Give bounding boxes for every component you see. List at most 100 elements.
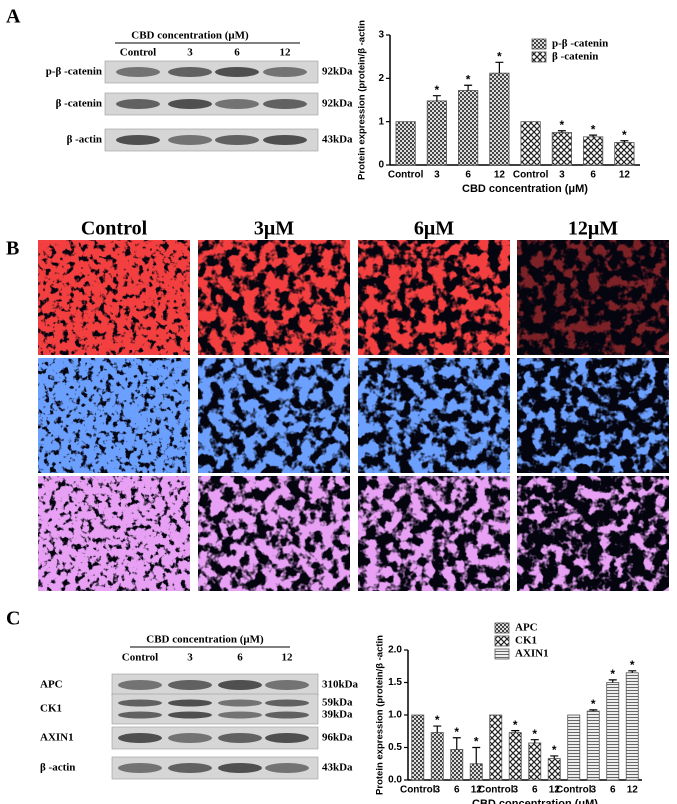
legend-swatch — [531, 51, 547, 63]
bar — [430, 732, 444, 781]
micrograph — [198, 240, 350, 355]
x-tick-label: 3 — [590, 785, 596, 796]
legend-label: p-β -catenin — [552, 38, 608, 50]
significance-mark: * — [532, 727, 537, 741]
x-tick-label: 3 — [559, 170, 565, 181]
row-label: β -catenin — [56, 98, 102, 110]
band — [168, 699, 212, 707]
legend-label: β -catenin — [552, 51, 598, 63]
bar — [426, 100, 447, 166]
band — [218, 699, 262, 707]
blot-strip — [111, 726, 319, 750]
significance-mark: * — [591, 122, 596, 136]
bar — [395, 121, 416, 166]
size-label: 92kDa — [322, 66, 353, 78]
y-tick-label: 1 — [378, 116, 384, 127]
band — [168, 711, 212, 719]
panel-label: A — [6, 6, 21, 28]
band — [116, 99, 160, 109]
significance-mark: * — [591, 697, 596, 711]
bar — [469, 763, 483, 781]
legend-swatch — [494, 648, 510, 660]
micrograph — [358, 358, 510, 473]
bar — [625, 672, 639, 781]
band — [218, 733, 262, 743]
column-header: 6μM — [414, 218, 454, 240]
micrograph — [198, 476, 350, 591]
error-bar — [608, 679, 617, 683]
band — [118, 711, 162, 719]
x-tick-label: 6 — [465, 170, 471, 181]
panel-label: C — [6, 608, 20, 630]
band — [218, 680, 262, 690]
bar — [489, 714, 503, 781]
band — [215, 67, 259, 77]
y-tick-label: 1.0 — [388, 710, 402, 721]
significance-mark: * — [622, 128, 627, 142]
lane-label: Control — [122, 652, 158, 664]
band — [218, 763, 262, 773]
significance-mark: * — [435, 83, 440, 97]
error-bar — [620, 140, 629, 143]
band — [168, 135, 212, 145]
band — [263, 135, 307, 145]
legend-swatch — [531, 38, 547, 50]
y-tick-label: 2.0 — [388, 645, 402, 656]
micrograph — [517, 240, 669, 355]
error-bar — [589, 134, 598, 137]
significance-mark: * — [630, 658, 635, 672]
significance-mark: * — [552, 743, 557, 757]
band — [265, 699, 309, 707]
significance-mark: * — [435, 713, 440, 727]
band — [265, 763, 309, 773]
x-tick-label: 3 — [434, 170, 440, 181]
band — [263, 67, 307, 77]
micrograph — [198, 358, 350, 473]
band — [265, 711, 309, 719]
legend-label: CK1 — [515, 635, 537, 647]
bar — [450, 749, 464, 781]
bar — [520, 121, 541, 166]
lane-label: 12 — [280, 47, 292, 59]
x-tick-label: 6 — [590, 170, 596, 181]
row-label: β -actin — [67, 134, 102, 146]
x-tick-label: Control — [400, 785, 436, 796]
y-tick-label: 3 — [378, 30, 384, 41]
bar — [583, 136, 604, 166]
lane-label: 6 — [237, 652, 243, 664]
x-tick-label: 6 — [532, 785, 538, 796]
lane-label: 12 — [282, 652, 294, 664]
significance-mark: * — [560, 118, 565, 132]
band — [118, 763, 162, 773]
blot-header: CBD concentration (μM) — [131, 30, 249, 42]
size-label: 39kDa — [322, 709, 353, 721]
bar — [606, 682, 620, 781]
error-bar — [495, 61, 504, 74]
error-bar — [433, 725, 442, 733]
panel-label: B — [6, 238, 19, 260]
error-bar — [589, 709, 598, 712]
bar — [458, 90, 479, 166]
x-tick-label: 12 — [549, 785, 561, 796]
significance-mark: * — [497, 49, 502, 63]
x-tick-label: 6 — [610, 785, 616, 796]
blot-strip — [111, 693, 319, 725]
error-bar — [628, 670, 637, 673]
blot-strip — [111, 756, 319, 780]
x-tick-label: 12 — [471, 785, 483, 796]
band — [118, 733, 162, 743]
lane-label: 3 — [187, 652, 193, 664]
band — [116, 67, 160, 77]
row-label: CK1 — [40, 703, 62, 715]
x-axis-label: CBD concentration (μM) — [462, 183, 588, 195]
band — [168, 763, 212, 773]
size-label: 43kDa — [322, 134, 353, 146]
x-tick-label: 3 — [512, 785, 518, 796]
y-axis-label: Protein expression (protein/β -actin — [375, 635, 386, 795]
y-tick-label: 1.5 — [388, 677, 402, 688]
x-tick-label: 12 — [619, 170, 631, 181]
lane-label: 6 — [234, 47, 240, 59]
x-tick-label: Control — [388, 170, 424, 181]
x-tick-label: Control — [513, 170, 549, 181]
micrograph — [517, 476, 669, 591]
